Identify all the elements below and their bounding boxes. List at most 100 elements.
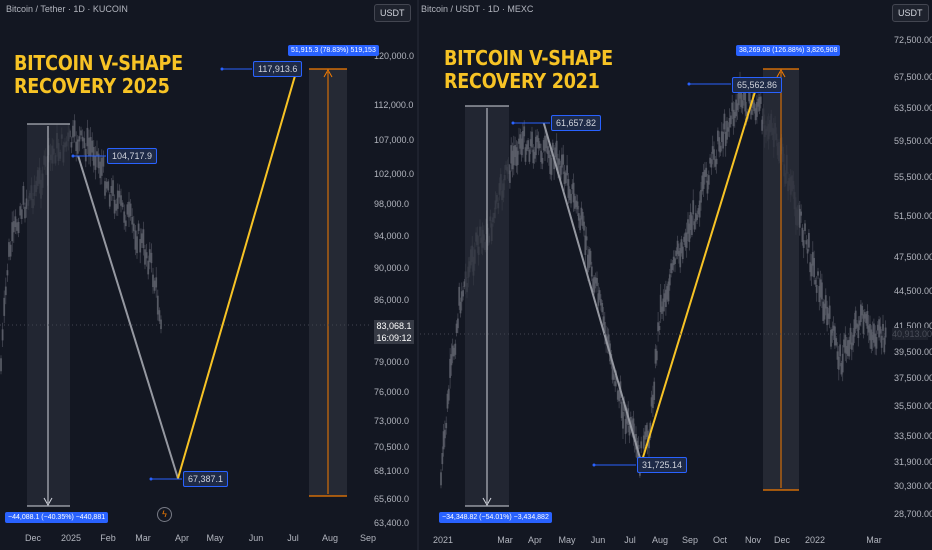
right-candle	[453, 347, 455, 357]
right-candle	[735, 99, 737, 117]
right-candle	[801, 227, 804, 242]
right-candle	[515, 147, 518, 166]
right-candle	[583, 221, 585, 231]
left-candle	[155, 277, 158, 288]
right-headline-line-1: BITCOIN V-SHAPE	[444, 46, 613, 70]
left-candle	[134, 230, 137, 250]
right-candle	[614, 381, 617, 387]
left-candle	[99, 161, 102, 179]
right-candle	[516, 150, 519, 165]
left-candle	[14, 216, 17, 228]
right-candle	[874, 333, 877, 347]
right-x-tick-label: Dec	[774, 535, 791, 545]
right-candle	[740, 89, 743, 107]
left-candle	[147, 260, 150, 275]
left-currency-button[interactable]: USDT	[374, 4, 411, 22]
left-y-tick-label: 68,100.0	[374, 466, 409, 476]
right-candle	[759, 96, 762, 104]
right-callout-top[interactable]: 61,657.82	[551, 115, 602, 131]
left-candle	[158, 310, 161, 322]
right-candle	[821, 282, 823, 300]
right-candle	[672, 256, 675, 266]
right-candle	[710, 159, 713, 168]
right-candle	[737, 89, 740, 106]
right-candle	[522, 131, 524, 150]
right-y-tick-label: 30,300.00	[894, 481, 932, 491]
lightning-icon[interactable]: ϟ	[157, 507, 172, 522]
right-candle	[592, 278, 594, 293]
right-candle	[836, 351, 839, 360]
right-candle	[442, 431, 445, 450]
right-x-tick-label: 2021	[433, 535, 453, 545]
left-callout-bottom[interactable]: 67,387.1	[183, 471, 229, 487]
left-candle	[100, 157, 103, 176]
left-x-tick-label: May	[206, 533, 224, 543]
right-candle	[441, 453, 444, 465]
right-candle	[704, 169, 706, 177]
right-candle	[813, 257, 815, 278]
right-candle	[449, 358, 451, 378]
left-candle	[17, 221, 20, 234]
left-downtrend-line	[77, 155, 179, 479]
right-candle	[679, 248, 682, 268]
left-candle	[80, 130, 82, 136]
right-y-tick-label: 31,900.00	[894, 457, 932, 467]
left-candle	[140, 233, 143, 244]
right-candle	[463, 281, 466, 287]
left-x-tick-label: Dec	[25, 533, 42, 543]
left-candle	[118, 190, 121, 198]
right-measure-rise[interactable]: 38,269.08 (126.88%) 3,826,908	[736, 45, 841, 56]
right-candle	[576, 201, 579, 210]
right-candle	[655, 350, 658, 361]
right-callout-peak-dot	[687, 82, 691, 86]
right-chart-title: Bitcoin / USDT · 1D · MEXC	[421, 4, 534, 14]
right-candle	[531, 131, 533, 148]
right-callout-peak[interactable]: 65,562.86	[732, 77, 783, 93]
right-candle	[511, 150, 514, 170]
right-candle	[726, 120, 728, 140]
right-candle	[663, 293, 666, 303]
right-candle	[440, 472, 442, 486]
right-candle	[563, 171, 566, 185]
left-measure-drop[interactable]: −44,088.1 (−40.35%) −440,881	[5, 512, 109, 523]
left-candle	[81, 136, 84, 142]
left-candle	[116, 190, 119, 209]
right-candle	[525, 144, 528, 151]
right-candle	[665, 289, 667, 307]
right-candle	[454, 343, 457, 355]
left-candle	[70, 142, 73, 148]
right-candle	[806, 249, 809, 254]
left-candle	[97, 153, 100, 169]
right-currency-button[interactable]: USDT	[892, 4, 929, 22]
right-last-price-tag: 40,913.00	[892, 328, 932, 340]
right-candle	[727, 127, 730, 132]
right-candle	[745, 111, 748, 116]
right-candle	[696, 214, 698, 221]
right-x-tick-label: 2022	[805, 535, 825, 545]
right-candle	[559, 165, 562, 180]
right-candle	[601, 303, 604, 313]
right-measure-drop[interactable]: −34,348.82 (−54.01%) −3,434,882	[439, 512, 552, 523]
right-y-tick-label: 51,500.00	[894, 211, 932, 221]
right-candle	[637, 444, 640, 450]
right-candle	[645, 425, 648, 437]
left-candle	[148, 249, 151, 263]
right-y-tick-label: 67,500.00	[894, 72, 932, 82]
right-candle	[878, 319, 880, 338]
left-candle	[88, 137, 90, 157]
left-x-tick-label: Mar	[135, 533, 151, 543]
right-candle	[666, 286, 669, 300]
right-candle	[603, 321, 606, 335]
left-callout-top[interactable]: 104,717.9	[107, 148, 158, 164]
right-candle	[564, 173, 567, 184]
right-candle	[571, 184, 574, 190]
left-candle	[124, 220, 127, 227]
left-drop-arrowhead	[43, 497, 53, 507]
right-callout-bottom[interactable]: 31,725.14	[637, 457, 688, 473]
left-x-tick-label: Jul	[287, 533, 299, 543]
right-candle	[849, 327, 852, 345]
left-candle	[105, 181, 108, 189]
left-measure-rise[interactable]: 51,915.3 (78.83%) 519,153	[288, 45, 379, 56]
left-callout-peak[interactable]: 117,913.6	[253, 61, 303, 77]
left-candle	[83, 138, 86, 149]
